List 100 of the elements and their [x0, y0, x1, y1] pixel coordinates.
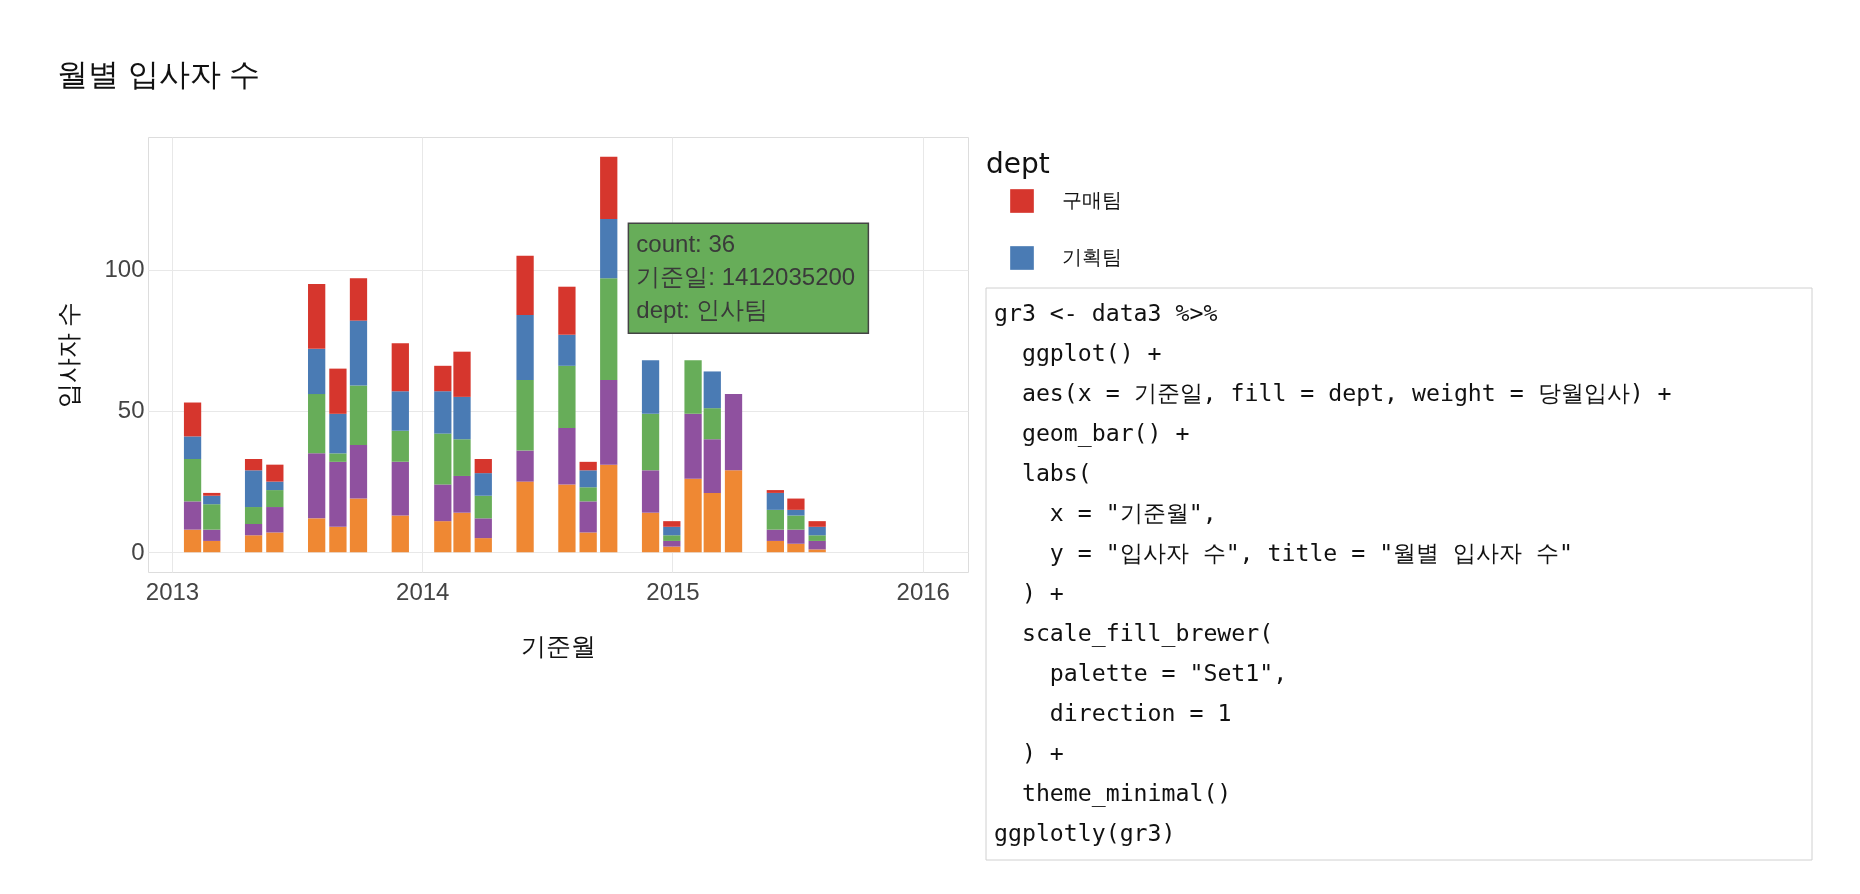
bar	[266, 481, 284, 491]
bar	[453, 512, 471, 553]
bar	[244, 470, 263, 508]
bar	[183, 402, 202, 437]
bar	[183, 501, 202, 530]
bar	[183, 529, 202, 553]
bar	[703, 408, 721, 440]
bar	[579, 487, 597, 502]
bar	[663, 521, 681, 527]
bar	[703, 439, 721, 493]
legend-label: 기획팀	[1062, 246, 1122, 268]
x-tick-label: 2014	[396, 577, 450, 605]
bar	[434, 391, 452, 434]
bar	[808, 535, 826, 541]
bar	[808, 549, 826, 553]
bar	[684, 478, 702, 553]
bar	[516, 379, 534, 451]
bar	[766, 509, 784, 530]
bar	[434, 433, 452, 485]
bar	[453, 351, 471, 397]
bar	[766, 529, 784, 541]
bar	[766, 540, 784, 553]
text: palette = "Set1",	[1049, 659, 1288, 686]
bar	[766, 492, 784, 510]
bar	[766, 490, 784, 493]
bar	[684, 360, 702, 414]
text: ) +	[1021, 739, 1064, 766]
text: theme_minimal()	[1021, 779, 1232, 807]
bar	[558, 484, 576, 553]
bar	[474, 473, 492, 496]
bar	[600, 379, 618, 465]
text: ggplotly(gr3)	[994, 819, 1176, 846]
bar	[516, 314, 534, 380]
bar	[453, 439, 471, 476]
bar	[244, 459, 263, 471]
bar	[349, 498, 368, 553]
bar	[474, 459, 492, 474]
text: aes(x = 기준일, fill = dept, weight = 당월입사) +	[1021, 379, 1672, 406]
text: ggplot() +	[1021, 339, 1162, 366]
bar	[516, 450, 534, 482]
bar	[600, 156, 618, 219]
bar	[787, 509, 805, 516]
bar	[641, 470, 660, 513]
bar	[641, 512, 660, 553]
bar	[663, 526, 681, 536]
bar	[600, 218, 618, 279]
bar	[203, 492, 221, 496]
text: y = "입사자 수", title = "월별 입사자 수"	[1049, 539, 1574, 566]
bar	[474, 518, 492, 539]
bar	[579, 501, 597, 533]
bar	[474, 538, 492, 553]
bar	[808, 521, 826, 527]
bar	[308, 283, 326, 349]
bar	[724, 394, 743, 471]
bar	[308, 394, 326, 454]
bar	[203, 540, 221, 553]
bar	[349, 320, 368, 386]
y-axis-title: 입사자 수	[54, 301, 83, 409]
x-axis-title: 기준월	[521, 631, 596, 660]
bar	[391, 391, 409, 431]
bar	[703, 492, 721, 553]
bar	[558, 427, 576, 485]
bar	[203, 529, 221, 541]
x-tick-label: 2015	[646, 577, 700, 605]
bar	[453, 396, 471, 440]
bar	[558, 365, 576, 428]
text: gr3 <- data3 %>%	[994, 299, 1218, 326]
y-tick-label: 50	[117, 396, 145, 424]
bar	[266, 464, 284, 482]
bar	[329, 453, 347, 462]
text: direction = 1	[1049, 699, 1232, 726]
bar	[641, 413, 660, 471]
bar	[724, 470, 743, 553]
bar	[663, 535, 681, 541]
bar	[434, 484, 452, 522]
bar	[579, 532, 597, 553]
legend-title: dept	[986, 147, 1050, 180]
bar	[558, 334, 576, 366]
text: labs(	[1021, 459, 1092, 486]
x-tick-label: 2016	[896, 577, 950, 605]
bar	[203, 504, 221, 530]
bar	[244, 523, 263, 536]
bar	[684, 413, 702, 479]
bar	[600, 278, 618, 380]
bar	[329, 526, 347, 553]
y-tick-label: 0	[131, 537, 145, 565]
x-tick-label: 2013	[145, 577, 200, 605]
bar	[787, 529, 805, 544]
bar	[453, 475, 471, 513]
bar	[516, 481, 534, 553]
bar	[203, 495, 221, 505]
bar	[244, 535, 263, 553]
annotation: count: 36 기준일: 1412035200 dept: 인사팀	[636, 230, 856, 324]
text: geom_bar() +	[1021, 419, 1190, 447]
bar	[434, 521, 452, 553]
bar	[391, 430, 409, 462]
bar	[391, 343, 409, 392]
bar	[349, 278, 368, 321]
bar	[808, 526, 826, 536]
bar	[558, 286, 576, 335]
